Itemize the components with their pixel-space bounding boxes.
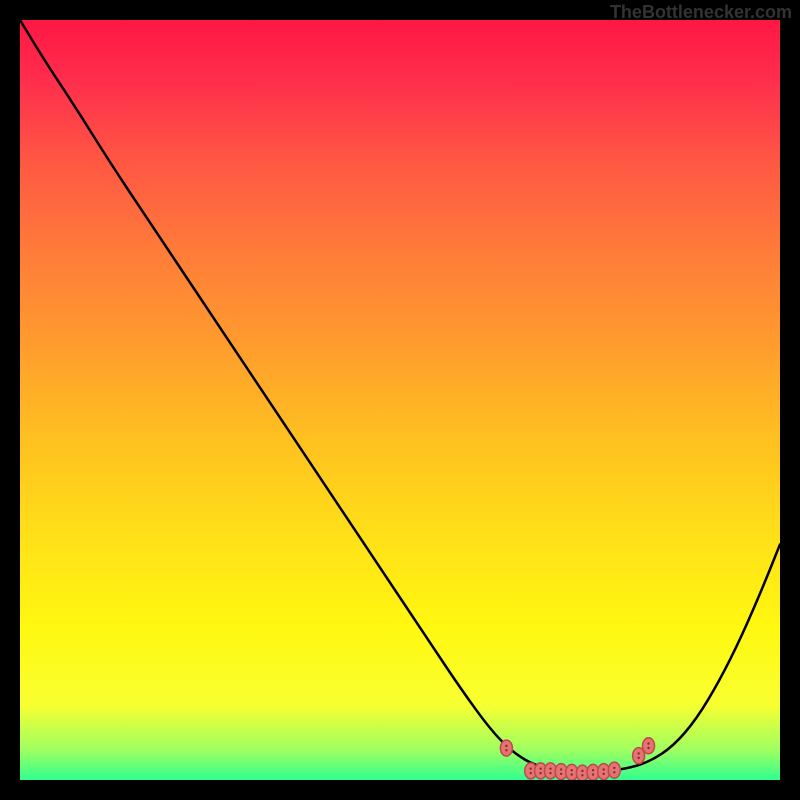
marker-dot <box>581 770 583 772</box>
marker-dot <box>530 767 532 769</box>
marker-dot <box>539 767 541 769</box>
marker-point <box>500 740 512 756</box>
marker-dot <box>613 771 615 773</box>
marker-dot <box>602 768 604 770</box>
marker-dot <box>549 772 551 774</box>
gradient-background <box>20 20 780 780</box>
marker-dot <box>592 773 594 775</box>
marker-dot <box>592 769 594 771</box>
marker-point <box>643 738 655 754</box>
marker-point <box>608 762 620 778</box>
marker-dot <box>560 768 562 770</box>
marker-dot <box>530 772 532 774</box>
watermark: TheBottlenecker.com <box>610 2 792 23</box>
marker-dot <box>613 767 615 769</box>
marker-dot <box>549 767 551 769</box>
marker-dot <box>637 757 639 759</box>
marker-dot <box>505 749 507 751</box>
marker-dot <box>602 773 604 775</box>
marker-dot <box>571 773 573 775</box>
marker-dot <box>647 747 649 749</box>
plot-area <box>20 20 780 780</box>
marker-dot <box>560 773 562 775</box>
marker-dot <box>637 752 639 754</box>
marker-dot <box>505 745 507 747</box>
marker-dot <box>539 772 541 774</box>
marker-dot <box>581 774 583 776</box>
chart-svg <box>20 20 780 780</box>
marker-dot <box>571 769 573 771</box>
marker-dot <box>647 742 649 744</box>
